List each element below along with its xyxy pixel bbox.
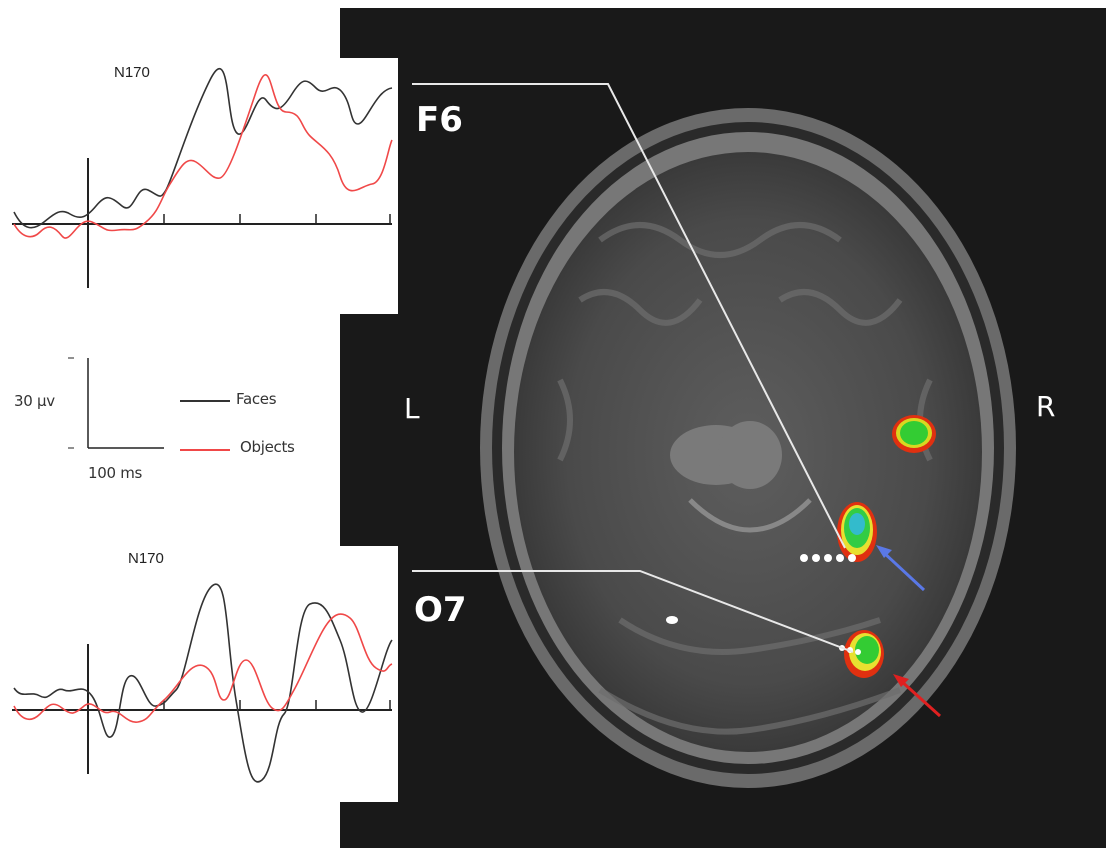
- red-arrow-icon: [893, 674, 942, 718]
- activation-blob-f6: [837, 502, 877, 562]
- series-line-objects-top: [13, 74, 393, 239]
- scale-and-legend: 30 µv 100 ms Faces Objects: [0, 340, 340, 490]
- erp-waveform-bottom: [12, 583, 393, 783]
- blue-arrow-icon: [876, 545, 926, 592]
- electrode-label-o7: O7: [414, 590, 467, 630]
- series-line-objects-bottom: [13, 613, 393, 723]
- series-line-faces-bottom: [13, 583, 393, 783]
- activation-blob-o7: [844, 630, 884, 678]
- electrode-dots: [666, 554, 861, 655]
- scale-amplitude-label: 30 µv: [14, 392, 55, 410]
- scale-time-label: 100 ms: [88, 464, 143, 482]
- erp-panel-top: N170: [0, 58, 398, 314]
- series-line-faces-top: [13, 68, 393, 229]
- legend-faces-label: Faces: [236, 390, 277, 408]
- legend-objects-label: Objects: [240, 438, 295, 456]
- o7-pointer-line: [412, 570, 854, 653]
- f6-pointer-line: [412, 83, 846, 549]
- erp-panel-bottom: N170: [0, 546, 398, 802]
- hemisphere-label-left: L: [404, 392, 420, 425]
- hemisphere-label-right: R: [1036, 390, 1056, 423]
- erp-title-top: N170: [114, 64, 150, 81]
- scale-bar: [68, 357, 230, 451]
- erp-title-bottom: N170: [128, 550, 164, 567]
- brain-mri-image: [412, 83, 1016, 788]
- erp-waveform-top: [12, 68, 393, 288]
- activation-blob-right-temporal: [892, 415, 936, 453]
- electrode-label-f6: F6: [416, 100, 463, 140]
